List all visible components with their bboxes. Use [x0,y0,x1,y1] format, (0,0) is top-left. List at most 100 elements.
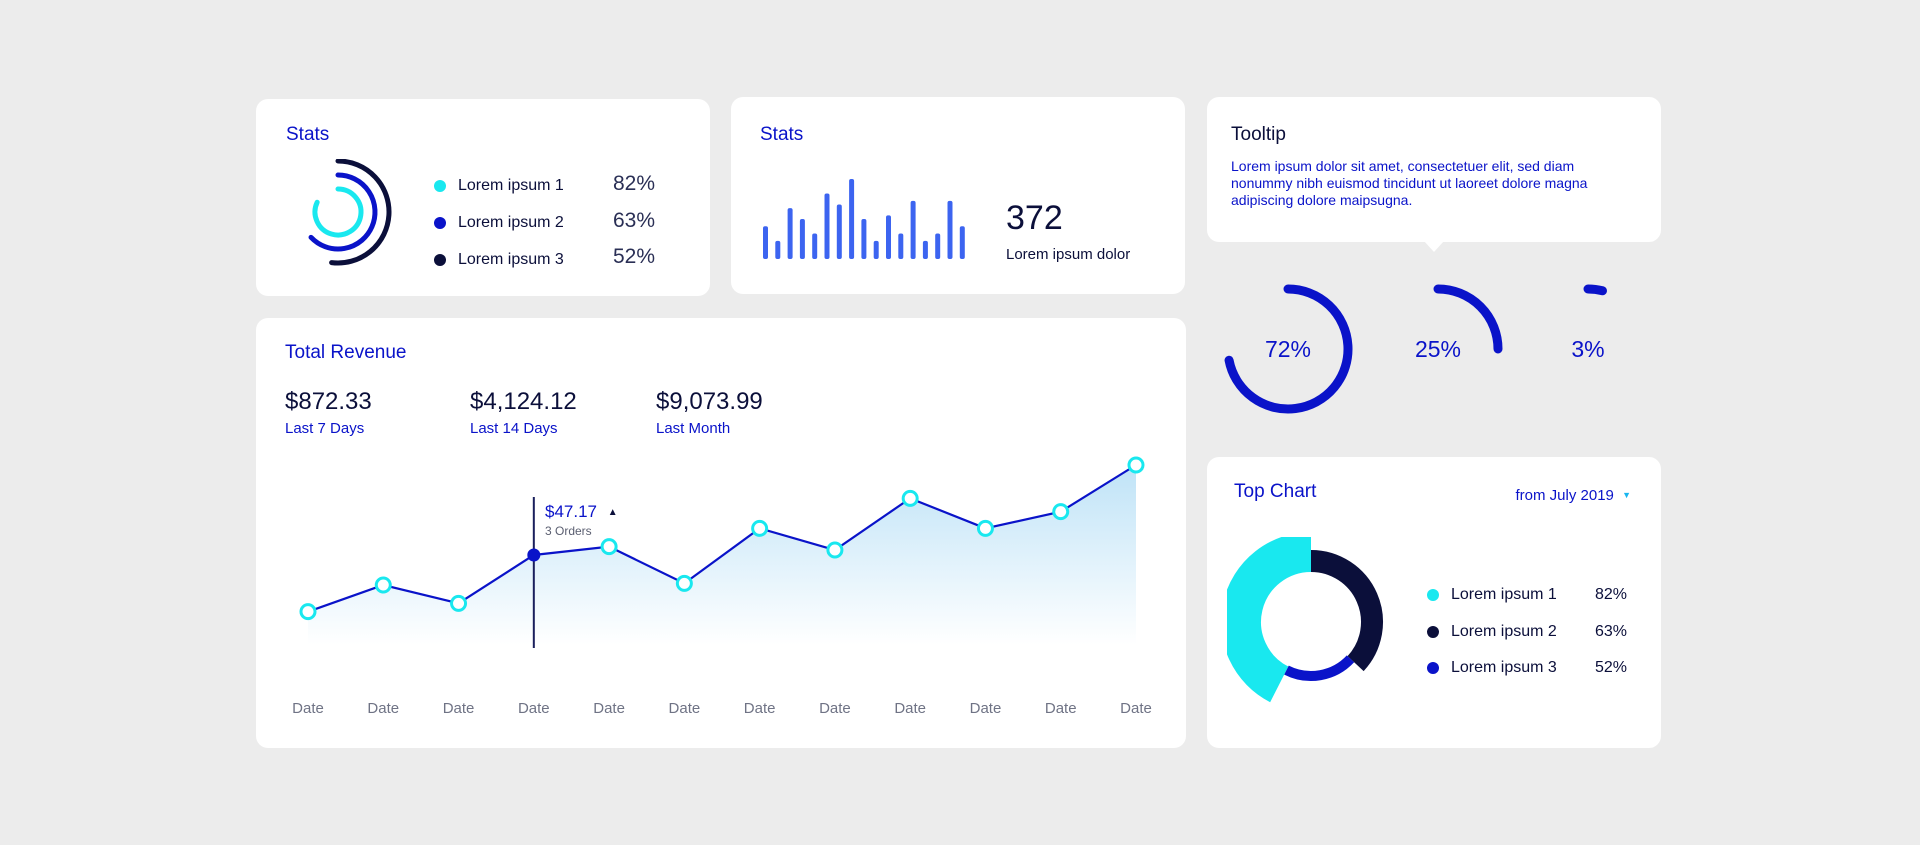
bar-6 [824,193,830,259]
data-point-6[interactable] [675,574,693,592]
bar-13 [910,200,916,259]
bar-11 [886,215,891,259]
top-chart-legend-item-2: Lorem ipsum 2 [1427,623,1557,641]
x-axis-label-11: Date [1044,700,1077,717]
revenue-line [307,464,1137,613]
data-point-8[interactable] [826,541,844,559]
x-axis-label-7: Date [743,700,776,717]
stats-legend-item-3: Lorem ipsum 3 [434,251,564,269]
bar-7 [836,204,842,259]
ring-arc-2 [308,172,378,252]
bar-9 [861,219,867,259]
legend-dot-2 [434,217,446,229]
x-axis-label-4: Date [517,700,550,717]
top-chart-legend-item-3: Lorem ipsum 3 [1427,659,1557,677]
revenue-card: Total Revenue $872.33 Last 7 Days $4,124… [256,318,1186,748]
bar-2 [775,240,781,259]
stats-legend-percent-3: 52% [613,245,656,268]
gauge-arc-3 [1583,284,1608,296]
revenue-value-14-days: $4,124.12 [470,388,577,415]
top-legend-percent-3: 52% [1595,659,1628,676]
data-point-7[interactable] [751,519,769,537]
x-axis-label-9: Date [894,700,927,717]
x-axis-label-8: Date [819,700,851,717]
tooltip-card-body: Lorem ipsum dolor sit amet, consectetuer… [1231,158,1588,208]
stats-legend-item-1: Lorem ipsum 1 [434,177,564,195]
bar-stats-caption: Lorem ipsum dolor [1006,246,1131,263]
bar-15 [935,233,941,259]
gauge-label-3: 3% [1571,336,1605,362]
bar-16 [947,200,953,259]
x-axis-label-2: Date [367,700,400,717]
top-legend-percent-1: 82% [1595,586,1628,603]
gauges [1224,284,1652,414]
concentric-rings-chart [308,159,392,266]
x-axis-label-6: Date [668,700,701,717]
top-legend-dot-2 [1427,626,1439,638]
chevron-down-icon: ▼ [1622,490,1631,500]
x-axis-label-12: Date [1120,700,1152,717]
top-chart-filter-label: from July 2019 [1515,487,1614,504]
revenue-line-chart [299,456,1145,648]
stats-legend-percent-1: 82% [613,172,656,195]
bar-stats-big-number: 372 [1006,199,1063,237]
x-axis-label-3: Date [442,700,475,717]
bar-8 [849,179,855,259]
top-legend-percent-2: 63% [1595,623,1628,640]
donut-segment-2 [1310,550,1383,672]
top-legend-dot-3 [1427,662,1439,674]
tooltip-card: Tooltip Lorem ipsum dolor sit amet, cons… [1207,97,1661,242]
ring-arc-1 [312,186,364,238]
data-point-5[interactable] [600,538,618,556]
stats-legend-label-3: Lorem ipsum 3 [458,251,564,268]
donut-chart [1227,537,1383,703]
bar-12 [898,233,904,259]
legend-dot-1 [434,180,446,192]
top-chart-card: Top Chart from July 2019 ▼ Lorem ipsum 1… [1207,457,1661,748]
data-point-9[interactable] [901,489,919,507]
data-point-2[interactable] [374,576,392,594]
gauge-label-1: 72% [1264,336,1312,362]
top-legend-label-1: Lorem ipsum 1 [1451,586,1557,603]
data-point-1[interactable] [299,603,317,621]
stats-legend-label-2: Lorem ipsum 2 [458,214,564,231]
bar-stats-card-title: Stats [760,124,804,145]
revenue-value-last-month: $9,073.99 [656,388,763,415]
bar-14 [922,240,928,259]
revenue-label-7-days: Last 7 Days [285,420,365,437]
gauge-label-2: 25% [1414,336,1462,362]
x-axis-label-1: Date [292,700,324,717]
ring-arc-3 [329,159,392,266]
caret-up-icon: ▲ [607,507,618,518]
revenue-card-title: Total Revenue [285,342,407,363]
top-chart-filter-dropdown[interactable]: from July 2019 ▼ [1516,487,1631,504]
bar-1 [763,226,768,259]
stats-card: Stats Lorem ipsum 1 82% Lorem ipsum 2 63… [256,99,710,296]
top-chart-legend-item-1: Lorem ipsum 1 [1427,586,1557,604]
stats-legend-item-2: Lorem ipsum 2 [434,214,564,232]
data-point-12[interactable] [1127,456,1145,474]
bar-4 [799,219,805,259]
revenue-value-7-days: $872.33 [285,388,372,415]
donut-segment-1 [1227,537,1312,703]
top-legend-label-2: Lorem ipsum 2 [1451,623,1557,640]
bar-17 [959,226,965,259]
x-axis-label-10: Date [969,700,1002,717]
stats-card-title: Stats [286,124,330,145]
revenue-label-last-month: Last Month [656,420,731,437]
chart-tooltip-orders: 3 Orders [545,524,592,538]
bar-3 [787,208,793,259]
data-point-10[interactable] [976,519,994,537]
tooltip-pointer [1424,241,1444,252]
chart-tooltip-amount: $47.17 [545,502,597,521]
top-legend-dot-1 [1427,589,1439,601]
bar-5 [812,233,818,259]
data-point-3[interactable] [450,594,468,612]
x-axis-label-5: Date [593,700,625,717]
data-point-4[interactable] [527,548,541,562]
bar-stats-card: Stats 372 Lorem ipsum dolor [731,97,1185,294]
legend-dot-3 [434,254,446,266]
revenue-area-fill [308,465,1136,645]
donut-segment-3 [1284,655,1355,681]
data-point-11[interactable] [1052,503,1070,521]
